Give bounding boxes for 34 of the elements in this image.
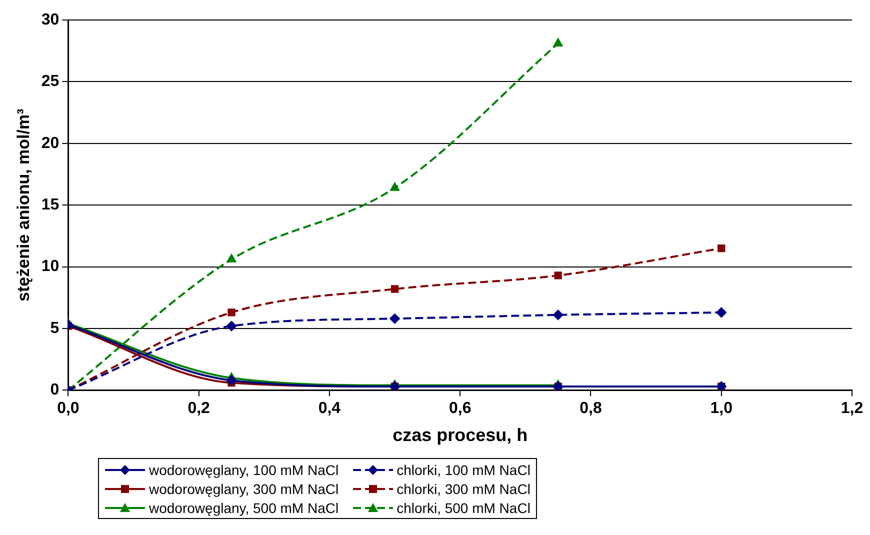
legend-label: wodorowęglany, 100 mM NaCl (149, 462, 339, 478)
x-tick-label: 0,6 (448, 400, 472, 418)
y-axis-title: stężenie anionu, mol/m³ (14, 108, 33, 302)
y-tick-label: 15 (41, 196, 60, 214)
point (226, 375, 236, 386)
legend-label: chlorki, 500 mM NaCl (396, 500, 530, 516)
x-tick-label: 0,0 (57, 400, 80, 418)
point (227, 254, 236, 262)
point (228, 308, 236, 316)
y-tick-label: 20 (41, 134, 60, 152)
point (226, 321, 236, 332)
legend-label: chlorki, 100 mM NaCl (396, 462, 530, 478)
point (390, 314, 400, 324)
point (716, 307, 726, 318)
legend-label: wodorowęglany, 300 mM NaCl (149, 480, 339, 496)
x-tick-label: 0,4 (318, 400, 341, 418)
point (554, 272, 562, 280)
point (390, 182, 400, 191)
x-tick-label: 1,0 (710, 400, 733, 418)
y-tick-label: 5 (50, 320, 60, 337)
point (553, 310, 564, 320)
y-tick-label: 0 (50, 382, 60, 399)
x-tick-label: 0,8 (580, 400, 602, 418)
point (390, 285, 399, 293)
y-tick-label: 30 (41, 11, 60, 28)
y-tick-label: 25 (41, 73, 60, 90)
legend-label: wodorowęglany, 500 mM NaCl (149, 500, 339, 516)
legend-label: chlorki, 300 mM NaCl (396, 480, 530, 496)
point (554, 38, 563, 46)
y-tick-label: 10 (41, 258, 60, 276)
x-tick-label: 0,2 (188, 400, 210, 418)
point (718, 244, 726, 252)
x-tick-label: 1,2 (840, 400, 864, 418)
x-axis-title: czas procesu, h (392, 425, 528, 446)
